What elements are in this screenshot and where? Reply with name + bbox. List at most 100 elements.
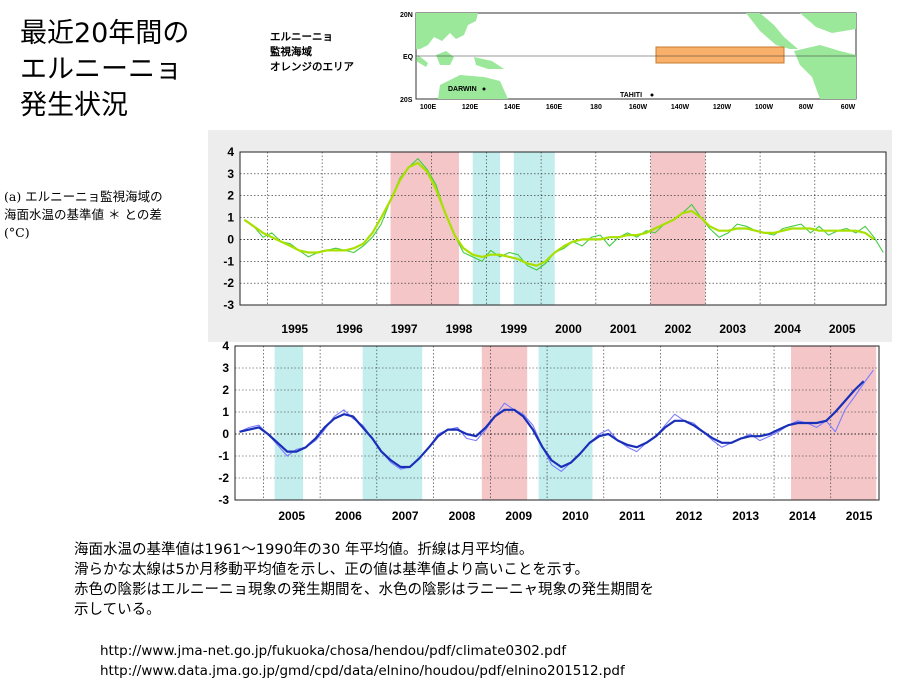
y-tick-label: 0	[222, 427, 229, 441]
y-tick-label: 1	[222, 405, 229, 419]
x-tick-label: 2003	[719, 322, 746, 336]
x-tick-label: 2011	[619, 509, 645, 523]
map-caption-line: 監視海域	[270, 46, 312, 58]
page-title: 最近20年間の エルニーニョ 発生状況	[20, 16, 240, 124]
lon-label: 120E	[462, 104, 479, 111]
place-tahiti-label: TAHITI	[620, 92, 642, 99]
lat-label: EQ	[403, 54, 414, 61]
landmass-borneo	[436, 51, 454, 65]
x-tick-label: 2012	[676, 509, 703, 523]
monitoring-region-map: 20N EQ 20S 100E 120E 140E 160E 180 160W 140W 12…	[400, 12, 857, 111]
y-tick-label: 0	[227, 232, 234, 246]
phase-shading	[274, 346, 304, 500]
title-line: エルニーニョ	[20, 54, 182, 85]
lon-label: 100E	[420, 104, 437, 111]
note-line: 海面水温の基準値は1961～1990年の30 年平均値。折線は月平均値。	[74, 542, 534, 558]
y-axis-label-line: 海面水温の基準値 ＊ との差	[4, 207, 162, 222]
lon-label: 160W	[629, 104, 648, 111]
lon-label: 140E	[504, 104, 521, 111]
x-tick-label: 2000	[555, 322, 582, 336]
y-tick-label: 4	[227, 145, 234, 159]
phase-shading	[362, 346, 423, 500]
x-tick-label: 2014	[789, 509, 816, 523]
y-tick-label: 3	[222, 361, 229, 375]
darwin-marker	[482, 87, 486, 91]
x-tick-label: 1997	[391, 322, 418, 336]
lon-label: 140W	[671, 104, 690, 111]
y-tick-label: 2	[222, 383, 229, 397]
monthly-series-line	[239, 369, 874, 472]
title-line: 最近20年間の	[20, 18, 190, 49]
sst-anomaly-chart-1995-2005: 4 3 2 1 0 -1 -2 -3 1995 1996 1997 1998 1999 2000 2001 2…	[223, 145, 887, 336]
note-line: 示している。	[74, 602, 161, 618]
landmass-new-guinea	[474, 57, 504, 69]
lat-label: 20N	[400, 12, 413, 19]
lon-label: 100W	[755, 104, 774, 111]
y-tick-label: -1	[218, 449, 229, 463]
x-tick-label: 1995	[281, 322, 308, 336]
lat-label: 20S	[400, 97, 413, 104]
x-tick-label: 2007	[392, 509, 419, 523]
y-tick-label: 4	[222, 339, 229, 353]
x-tick-label: 1998	[446, 322, 473, 336]
map-caption-line: オレンジのエリア	[270, 61, 354, 73]
note-line: 赤色の陰影はエルニーニョ現象の発生期間を、水色の陰影はラニーニャ現象の発生期間を	[74, 582, 654, 598]
lon-label: 120W	[713, 104, 732, 111]
running-mean-series-line	[243, 161, 875, 267]
map-caption-line: エルニーニョ	[270, 31, 333, 43]
y-tick-label: 3	[227, 167, 234, 181]
y-tick-label: -3	[223, 298, 234, 312]
landmass-sumatra	[416, 55, 428, 67]
map-caption: エルニーニョ 監視海域 オレンジのエリア	[270, 30, 354, 75]
lon-label: 80W	[799, 104, 814, 111]
x-tick-label: 2005	[278, 509, 305, 523]
sst-anomaly-chart-2005-2015: 4 3 2 1 0 -1 -2 -3 2005 2006 2007 2008 2009 2010 2011 2…	[218, 339, 880, 523]
y-tick-label: -2	[218, 471, 229, 485]
x-tick-label: 2006	[335, 509, 362, 523]
tahiti-marker	[650, 93, 654, 97]
phase-shading	[390, 152, 459, 305]
x-tick-label: 2001	[610, 322, 637, 336]
y-tick-label: 1	[227, 211, 234, 225]
phase-shading	[650, 152, 706, 305]
landmass-caribbean	[800, 13, 856, 33]
x-tick-label: 2008	[449, 509, 476, 523]
note-line: 滑らかな太線は5か月移動平均値を示し、正の値は基準値より高いことを示す。	[74, 562, 589, 578]
phase-shading	[538, 346, 593, 500]
landmass-mexico	[746, 13, 798, 49]
monitoring-region	[655, 46, 785, 64]
place-darwin-label: DARWIN	[448, 86, 477, 93]
x-tick-label: 2013	[732, 509, 759, 523]
plot-frame	[239, 151, 887, 306]
x-tick-label: 2015	[846, 509, 873, 523]
x-tick-label: 1996	[336, 322, 363, 336]
running-mean-series-line	[239, 380, 865, 469]
lon-labels: 100E 120E 140E 160E 180 160W 140W 120W 100W 80W 60…	[420, 104, 856, 111]
map-landmasses	[416, 13, 856, 99]
x-tick-label: 1999	[500, 322, 527, 336]
source-link[interactable]: http://www.data.jma.go.jp/gmd/cpd/data/e…	[100, 663, 625, 679]
source-link[interactable]: http://www.jma-net.go.jp/fukuoka/chosa/h…	[100, 643, 567, 659]
landmass-asia	[416, 13, 478, 49]
phase-shading	[513, 152, 555, 305]
lon-label: 180	[590, 104, 602, 111]
y-tick-label: -1	[223, 254, 234, 268]
y-axis-label-line: (a) エルニーニョ監視海域の	[4, 189, 163, 204]
landmass-australia	[438, 75, 508, 99]
x-tick-label: 2010	[562, 509, 589, 523]
lon-label: 60W	[841, 104, 856, 111]
x-tick-label: 2009	[505, 509, 532, 523]
lon-label: 160E	[546, 104, 563, 111]
y-axis-label: (a) エルニーニョ監視海域の 海面水温の基準値 ＊ との差 (°C)	[4, 188, 163, 242]
y-tick-label: -3	[218, 493, 229, 507]
title-line: 発生状況	[20, 90, 128, 121]
chart-notes: 海面水温の基準値は1961～1990年の30 年平均値。折線は月平均値。 滑らか…	[74, 540, 884, 620]
plot-area	[240, 152, 886, 305]
x-tick-label: 2005	[829, 322, 856, 336]
plot-frame	[234, 345, 880, 501]
landmass-south-america	[794, 45, 856, 99]
x-tick-label: 2004	[774, 322, 801, 336]
source-links: http://www.jma-net.go.jp/fukuoka/chosa/h…	[100, 641, 625, 681]
x-tick-label: 2002	[665, 322, 692, 336]
y-axis-label-line: (°C)	[4, 225, 30, 240]
